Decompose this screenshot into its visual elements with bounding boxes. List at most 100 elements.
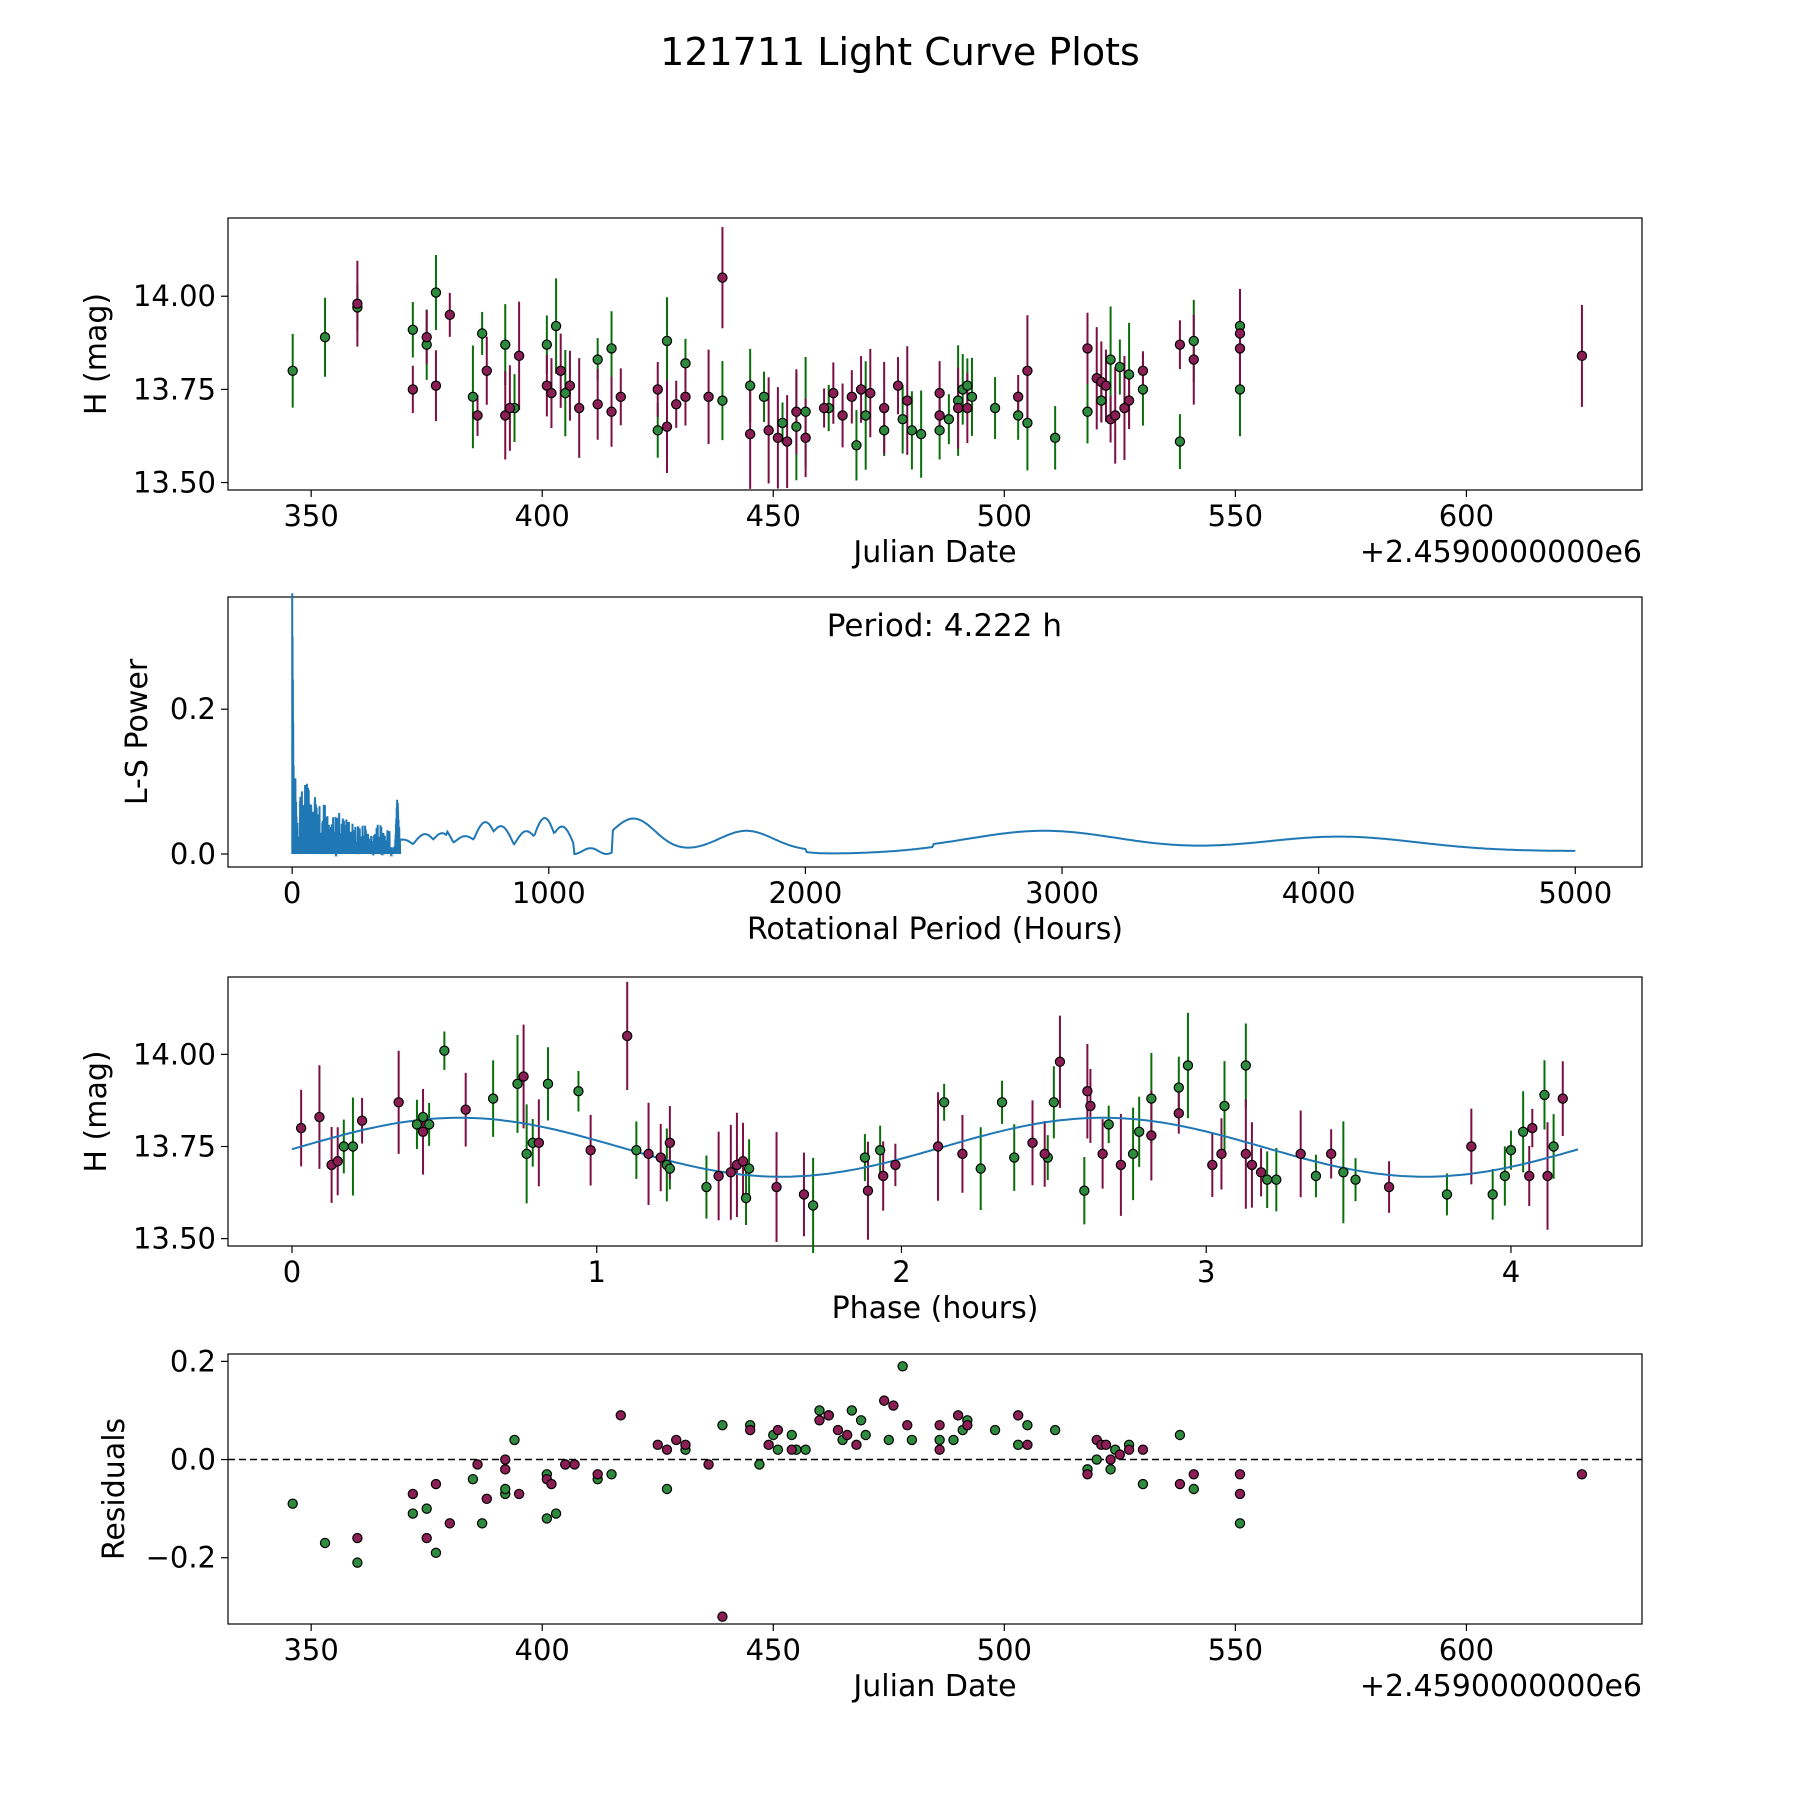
purple-data-point [430,1478,442,1490]
green-data-point [966,391,978,403]
green-data-point [1105,354,1116,365]
purple-data-point [592,399,603,410]
purple-data-point [1022,365,1033,376]
green-data-point [541,1513,553,1524]
purple-data-point [823,1410,834,1421]
purple-data-point [444,1518,456,1529]
purple-data-point [737,1156,749,1167]
x-axis-label: Julian Date [851,1669,1016,1704]
green-data-point [906,1434,918,1446]
phased-curve-error-bars [300,981,1564,1254]
x-tick-label: 550 [1208,1633,1263,1667]
purple-data-point [472,410,483,421]
green-data-point [878,425,890,436]
x-tick-label: 600 [1439,499,1494,533]
purple-data-point [546,1478,557,1490]
purple-data-point [1115,1159,1127,1171]
green-data-point [1146,1093,1157,1104]
green-data-point [1548,1141,1559,1152]
purple-data-point [332,1156,343,1167]
purple-data-point [855,384,867,395]
green-data-point [338,1141,350,1152]
green-data-point [1137,384,1149,395]
purple-data-point [878,402,890,414]
green-data-point [851,440,862,451]
x-tick-label: 2000 [768,876,842,910]
purple-data-point [1119,402,1130,414]
green-data-point [1049,432,1061,444]
purple-data-point [356,1115,368,1126]
purple-data-point [1188,1469,1199,1480]
purple-data-point [744,428,756,440]
purple-data-point [1557,1093,1568,1104]
green-data-point [1173,1082,1184,1093]
green-data-point [652,425,663,436]
purple-data-point [791,406,802,417]
purple-data-point [481,365,492,376]
green-data-point [906,425,918,436]
purple-data-point [763,1439,774,1451]
purple-data-point [1174,339,1186,350]
purple-data-point [952,402,964,414]
purple-data-point [1082,1086,1093,1097]
green-data-point [915,428,927,440]
purple-data-point [772,1424,784,1436]
green-data-point [1517,1126,1529,1137]
purple-data-point [781,436,793,447]
purple-data-point [1082,1469,1093,1480]
purple-data-point [655,1152,666,1163]
x-tick-label: 450 [746,1633,801,1667]
green-data-point [467,1473,479,1485]
purple-data-point [1082,343,1093,354]
green-data-point [1114,361,1126,373]
green-data-point [701,1181,712,1193]
purple-data-point [703,1459,714,1470]
figure-title: 121711 Light Curve Plots [660,30,1140,74]
purple-data-point [1383,1181,1395,1193]
purple-data-point [652,384,663,395]
green-data-point [962,380,973,391]
purple-data-point [671,1434,682,1446]
y-axis-label: H (mag) [79,293,114,415]
purple-data-point [962,402,973,414]
purple-data-point [763,425,774,436]
purple-data-point [1012,1410,1024,1421]
purple-data-point [1240,1148,1252,1160]
purple-data-point [652,1439,663,1451]
y-tick-label: 0.2 [170,1344,216,1378]
green-data-point [1174,1429,1186,1441]
green-data-point [1505,1144,1517,1156]
green-data-point [512,1078,523,1090]
green-data-point [758,391,770,403]
purple-data-point [892,380,904,391]
purple-data-point [1100,380,1112,391]
green-data-point [661,1483,673,1495]
green-data-point [1188,1483,1199,1495]
green-data-point [717,395,728,406]
green-data-point [1234,1518,1246,1529]
green-data-point [439,1045,450,1056]
purple-data-point [615,1410,626,1421]
green-data-point [948,1434,959,1446]
green-data-point [430,1547,442,1559]
x-tick-label: 500 [977,1633,1032,1667]
green-data-point [874,1144,886,1156]
green-data-point [777,417,788,429]
purple-data-point [430,380,442,391]
purple-data-point [800,432,811,444]
purple-data-point [713,1170,724,1182]
green-data-point [319,1537,331,1549]
green-data-point [1487,1189,1498,1200]
purple-data-point [1146,1130,1157,1141]
green-data-point [407,324,419,335]
green-data-point [560,387,571,399]
x-axis-label: Rotational Period (Hours) [747,912,1123,947]
green-data-point [934,425,945,436]
green-data-point [1091,1454,1102,1465]
light-curve-error-bars [291,227,1583,489]
green-data-point [407,1508,419,1519]
green-data-point [1103,1119,1114,1130]
periodogram-line [291,593,1576,858]
x-tick-label: 1 [588,1255,606,1289]
purple-data-point [555,365,566,376]
